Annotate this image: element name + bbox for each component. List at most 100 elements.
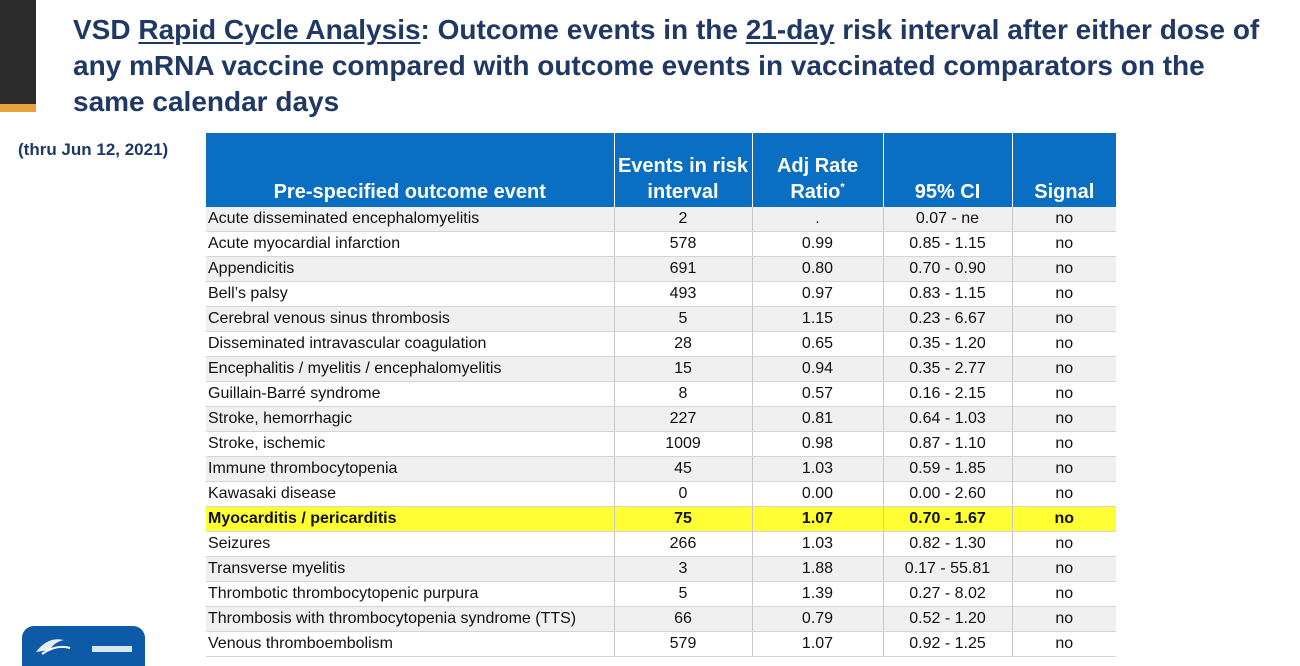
slide-accent-bar (0, 0, 36, 104)
cell-ci: 0.70 - 0.90 (883, 256, 1013, 282)
cell-ci: 0.07 - ne (883, 207, 1013, 232)
cell-events: 493 (614, 281, 753, 307)
cell-outcome: Thrombotic thrombocytopenic purpura (206, 581, 615, 607)
cell-ci: 0.52 - 1.20 (883, 606, 1013, 632)
cell-signal: no (1012, 306, 1116, 332)
header-rate-ratio: Adj Rate Ratio* (752, 133, 884, 207)
outcome-table: Pre-specified outcome event Events in ri… (206, 133, 1116, 657)
cell-rate-ratio: 1.03 (752, 456, 884, 482)
table-row: Immune thrombocytopenia 45 1.03 0.59 - 1.85… (206, 456, 1116, 482)
table-row: Stroke, hemorrhagic 227 0.81 0.64 - 1.03 no (206, 406, 1116, 432)
cell-ci: 0.87 - 1.10 (883, 431, 1013, 457)
cell-outcome: Kawasaki disease (206, 481, 615, 507)
header-ci: 95% CI (883, 133, 1013, 207)
cell-signal: no (1012, 531, 1116, 557)
cell-rate-ratio: 1.03 (752, 531, 884, 557)
cell-ci: 0.23 - 6.67 (883, 306, 1013, 332)
cell-rate-ratio: 0.79 (752, 606, 884, 632)
cell-events: 1009 (614, 431, 753, 457)
header-rate-ratio-label: Adj Rate Ratio (776, 155, 859, 203)
cell-events: 227 (614, 406, 753, 432)
cell-ci: 0.83 - 1.15 (883, 281, 1013, 307)
cell-rate-ratio: 0.65 (752, 331, 884, 357)
cell-signal: no (1012, 556, 1116, 582)
cell-events: 691 (614, 256, 753, 282)
table-row: Stroke, ischemic 1009 0.98 0.87 - 1.10 no (206, 431, 1116, 457)
cell-events: 28 (614, 331, 753, 357)
cell-outcome: Encephalitis / myelitis / encephalomyeli… (206, 356, 615, 382)
cell-signal: no (1012, 281, 1116, 307)
cell-events: 8 (614, 381, 753, 407)
table-header-row: Pre-specified outcome event Events in ri… (206, 133, 1116, 207)
title-text-3: risk interval after either dose of any m… (73, 14, 1260, 117)
table-row: Thrombotic thrombocytopenic purpura 5 1.39… (206, 581, 1116, 607)
header-events: Events in risk interval (614, 133, 753, 207)
cell-ci: 0.82 - 1.30 (883, 531, 1013, 557)
cell-ci: 0.70 - 1.67 (883, 506, 1013, 532)
cell-events: 578 (614, 231, 753, 257)
table-row: Bell’s palsy 493 0.97 0.83 - 1.15 no (206, 281, 1116, 307)
cell-signal: no (1012, 606, 1116, 632)
cell-outcome: Disseminated intravascular coagulation (206, 331, 615, 357)
cell-rate-ratio: 0.97 (752, 281, 884, 307)
cell-outcome: Stroke, hemorrhagic (206, 406, 615, 432)
cell-events: 0 (614, 481, 753, 507)
cell-events: 15 (614, 356, 753, 382)
cell-events: 579 (614, 631, 753, 657)
cell-events: 266 (614, 531, 753, 557)
cell-events: 75 (614, 506, 753, 532)
cell-signal: no (1012, 406, 1116, 432)
table-row: Venous thromboembolism 579 1.07 0.92 - 1.25… (206, 631, 1116, 657)
table-row: Seizures 266 1.03 0.82 - 1.30 no (206, 531, 1116, 557)
title-underlined-21day: 21-day (745, 14, 835, 45)
cell-events: 45 (614, 456, 753, 482)
table-row: Guillain-Barré syndrome 8 0.57 0.16 - 2.15 n… (206, 381, 1116, 407)
cell-rate-ratio: 0.99 (752, 231, 884, 257)
table-row: Cerebral venous sinus thrombosis 5 1.15 0.2… (206, 306, 1116, 332)
cell-outcome: Cerebral venous sinus thrombosis (206, 306, 615, 332)
cell-ci: 0.35 - 2.77 (883, 356, 1013, 382)
cell-rate-ratio: 1.07 (752, 631, 884, 657)
table-row: Thrombosis with thrombocytopenia syndrom… (206, 606, 1116, 632)
cell-outcome: Transverse myelitis (206, 556, 615, 582)
cell-signal: no (1012, 256, 1116, 282)
cell-rate-ratio: 0.00 (752, 481, 884, 507)
cell-signal: no (1012, 456, 1116, 482)
cell-outcome: Thrombosis with thrombocytopenia syndrom… (206, 606, 615, 632)
cell-outcome: Seizures (206, 531, 615, 557)
cell-events: 5 (614, 581, 753, 607)
cell-rate-ratio: 0.57 (752, 381, 884, 407)
cell-rate-ratio: . (752, 207, 884, 232)
eagle-icon (36, 639, 132, 655)
table-row: Appendicitis 691 0.80 0.70 - 0.90 no (206, 256, 1116, 282)
cell-outcome: Immune thrombocytopenia (206, 456, 615, 482)
slide-title: VSD Rapid Cycle Analysis: Outcome events… (73, 12, 1273, 120)
table-row: Myocarditis / pericarditis 75 1.07 0.70 - 1… (206, 506, 1116, 532)
cell-outcome: Appendicitis (206, 256, 615, 282)
cell-events: 66 (614, 606, 753, 632)
table-row: Kawasaki disease 0 0.00 0.00 - 2.60 no (206, 481, 1116, 507)
cell-signal: no (1012, 506, 1116, 532)
cell-ci: 0.35 - 1.20 (883, 331, 1013, 357)
cell-events: 2 (614, 207, 753, 232)
cell-outcome: Acute myocardial infarction (206, 231, 615, 257)
cell-ci: 0.17 - 55.81 (883, 556, 1013, 582)
cell-rate-ratio: 1.88 (752, 556, 884, 582)
cell-signal: no (1012, 581, 1116, 607)
cell-signal: no (1012, 207, 1116, 232)
cell-ci: 0.00 - 2.60 (883, 481, 1013, 507)
cell-signal: no (1012, 431, 1116, 457)
title-underlined-rca: Rapid Cycle Analysis (138, 14, 421, 45)
cell-ci: 0.92 - 1.25 (883, 631, 1013, 657)
header-footnote-mark: * (840, 181, 845, 194)
cell-rate-ratio: 0.81 (752, 406, 884, 432)
cell-rate-ratio: 1.07 (752, 506, 884, 532)
cell-ci: 0.64 - 1.03 (883, 406, 1013, 432)
cell-outcome: Bell’s palsy (206, 281, 615, 307)
title-text-1: VSD (73, 14, 139, 45)
hhs-logo (22, 626, 145, 666)
cell-rate-ratio: 0.94 (752, 356, 884, 382)
table-row: Encephalitis / myelitis / encephalomyeli… (206, 356, 1116, 382)
date-note: (thru Jun 12, 2021) (18, 140, 169, 159)
cell-events: 5 (614, 306, 753, 332)
